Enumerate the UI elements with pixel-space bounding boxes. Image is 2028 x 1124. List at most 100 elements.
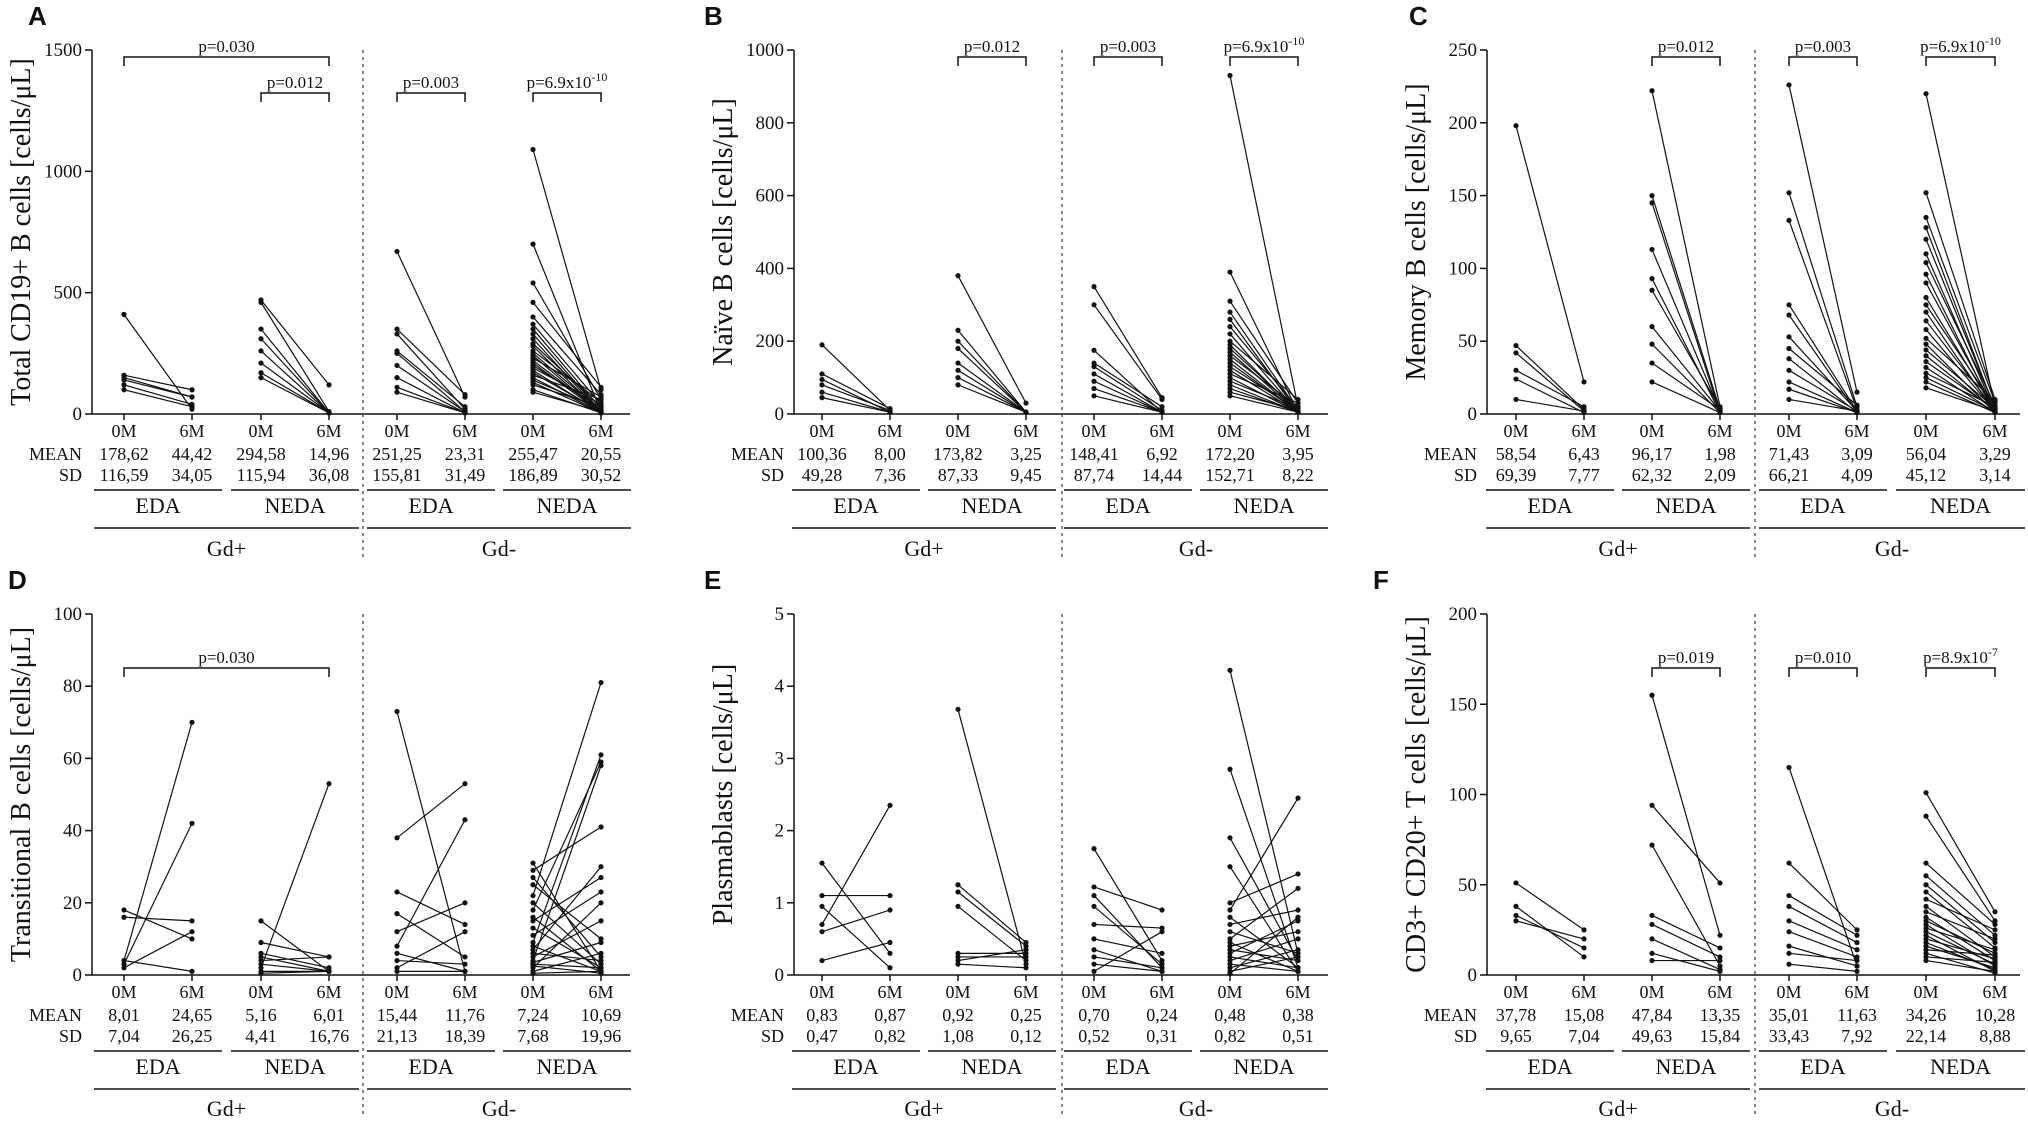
x-category-a: 6M (452, 421, 477, 441)
data-point-e (1227, 961, 1233, 967)
x-category-a: 0M (248, 421, 273, 441)
data-point-d (530, 918, 536, 924)
paired-line-f (1788, 767, 1858, 967)
group-label-d: EDA (408, 1054, 453, 1079)
data-point-b (1227, 316, 1233, 322)
data-point-f (1923, 813, 1929, 819)
y-tick-label-f: 0 (1468, 965, 1478, 986)
data-point-a (258, 375, 264, 381)
sd-value-a: 115,94 (237, 465, 286, 485)
y-tick-label-e: 4 (775, 676, 785, 697)
paired-line-a (532, 243, 602, 412)
data-point-d (598, 889, 604, 895)
paired-line-e (1229, 797, 1299, 911)
x-category-f: 6M (1844, 982, 1869, 1002)
paired-line-e (821, 862, 891, 954)
group-label-b: EDA (1105, 493, 1150, 518)
data-point-b (1159, 409, 1165, 415)
data-point-e (887, 802, 893, 808)
x-category-f: 0M (1639, 982, 1664, 1002)
y-tick-label-c: 100 (1449, 258, 1478, 279)
x-category-b: 0M (809, 421, 834, 441)
paired-line-c (1651, 278, 1721, 413)
data-point-e (1023, 965, 1029, 971)
y-tick-label-c: 200 (1449, 113, 1478, 134)
paired-line-a (532, 345, 602, 414)
sd-value-f: 49,63 (1632, 1026, 1673, 1046)
x-category-d: 6M (316, 982, 341, 1002)
data-point-d (462, 954, 468, 960)
pvalue-label-f: p=8.9x10-7 (1923, 645, 1998, 667)
paired-line-c (1788, 398, 1858, 412)
paired-line-d (396, 913, 466, 958)
mean-value-e: 0,92 (942, 1005, 974, 1025)
paired-line-b (957, 348, 1027, 413)
data-point-e (1295, 871, 1301, 877)
paired-line-f (1788, 895, 1858, 936)
data-point-b (1091, 284, 1097, 290)
sd-value-f: 7,04 (1568, 1026, 1600, 1046)
sd-value-e: 0,82 (874, 1026, 906, 1046)
data-point-f (1649, 921, 1655, 928)
sd-value-f: 15,84 (1700, 1026, 1741, 1046)
paired-line-a (396, 364, 466, 413)
data-point-e (1227, 957, 1233, 964)
paired-line-b (1229, 340, 1299, 400)
panel-label-f: F (1373, 565, 1389, 595)
data-point-a (189, 404, 195, 410)
data-point-e (819, 929, 825, 935)
data-point-a (326, 382, 332, 388)
data-point-f (1923, 873, 1929, 879)
paired-line-c (1651, 289, 1721, 409)
paired-line-d (123, 931, 193, 969)
paired-line-c (1515, 369, 1585, 408)
pvalue-bracket-b (957, 56, 1027, 66)
paired-line-d (532, 920, 602, 958)
data-point-f (1854, 957, 1860, 964)
paired-line-a (532, 384, 602, 408)
data-point-c (1717, 409, 1723, 416)
paired-line-b (957, 329, 1027, 413)
group-label-f: NEDA (1930, 1054, 1991, 1079)
data-point-f (1923, 918, 1929, 924)
data-point-c (1786, 334, 1792, 340)
x-category-a: 0M (384, 421, 409, 441)
data-point-d (530, 963, 536, 969)
data-point-a (530, 389, 536, 395)
data-point-d (530, 914, 536, 920)
paired-line-e (1093, 886, 1163, 911)
data-point-e (1295, 929, 1301, 935)
sd-value-a: 155,81 (372, 465, 422, 485)
paired-line-b (821, 391, 891, 413)
data-point-c (1854, 389, 1860, 395)
paired-line-a (396, 350, 466, 408)
paired-line-f (1651, 923, 1721, 958)
data-point-c (1786, 379, 1792, 385)
data-point-b (1091, 347, 1097, 353)
paired-line-d (260, 941, 330, 958)
data-point-e (1227, 667, 1233, 673)
data-point-f (1992, 952, 1998, 958)
pvalue-label-c: p=6.9x10-10 (1920, 34, 2001, 56)
paired-line-a (260, 299, 330, 386)
sd-row-label-e: SD (761, 1026, 784, 1046)
paired-line-e (1229, 916, 1299, 975)
data-point-f (1992, 939, 1998, 946)
data-point-b (819, 371, 825, 377)
paired-line-f (1515, 920, 1585, 940)
data-point-f (1649, 912, 1655, 919)
paired-line-e (1093, 931, 1163, 972)
paired-line-a (260, 377, 330, 414)
paired-line-c (1788, 220, 1858, 410)
data-point-b (1023, 409, 1029, 415)
paired-line-b (1229, 348, 1299, 411)
paired-line-e (821, 909, 891, 933)
data-point-d (258, 918, 264, 924)
data-point-e (819, 957, 825, 964)
paired-line-d (123, 823, 193, 965)
x-category-a: 6M (316, 421, 341, 441)
data-point-d (530, 900, 536, 906)
data-point-b (1227, 375, 1233, 381)
sd-value-b: 14,44 (1142, 465, 1183, 485)
pvalue-bracket-b (1093, 56, 1163, 66)
